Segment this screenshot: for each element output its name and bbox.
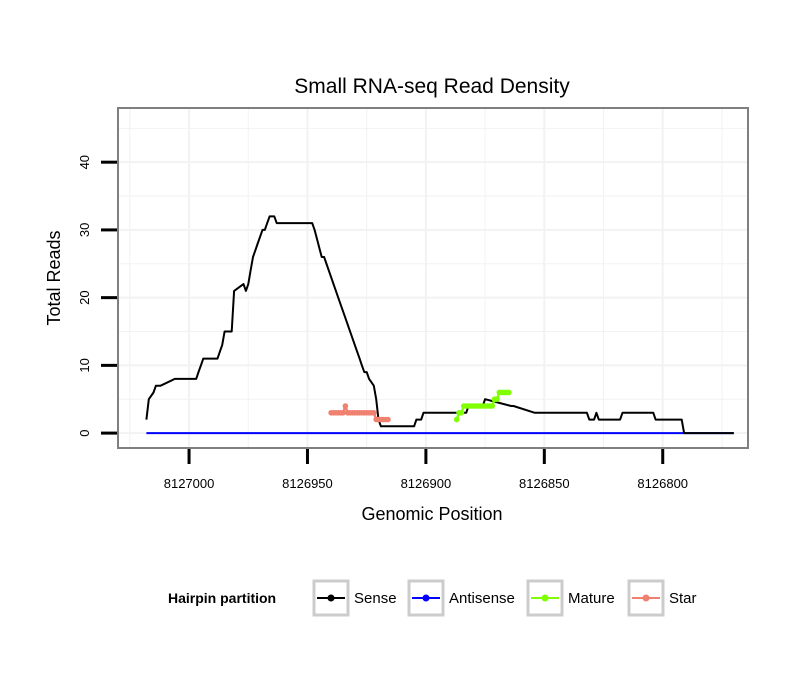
x-tick-label: 8127000 [164, 476, 215, 491]
y-tick-label: 10 [77, 358, 92, 372]
data-point-mature [494, 396, 500, 403]
y-tick-label: 30 [77, 223, 92, 237]
legend-item-antisense: Antisense [407, 579, 515, 617]
y-tick-label: 40 [77, 155, 92, 169]
series-line-sense [145, 215, 734, 435]
legend-item-mature: Mature [526, 579, 615, 617]
legend-key-marker [327, 594, 335, 602]
legend-key-marker [422, 594, 430, 602]
y-axis-label: Total Reads [44, 230, 64, 325]
data-point-star [385, 416, 391, 423]
legend-title: Hairpin partition [168, 590, 276, 606]
series-mature [453, 389, 512, 423]
x-tick-label: 8126850 [519, 476, 570, 491]
data-point-mature [489, 403, 496, 409]
data-point-star [370, 409, 377, 416]
data-point-mature [505, 389, 512, 396]
legend-label: Mature [568, 590, 615, 607]
y-tick-label: 0 [77, 429, 92, 436]
legend-item-sense: Sense [312, 579, 397, 617]
x-tick-label: 8126800 [637, 476, 688, 491]
data-point-mature [453, 416, 460, 423]
x-tick-label: 8126900 [401, 476, 452, 491]
legend-key-marker [541, 594, 549, 602]
series-sense [145, 215, 734, 435]
x-tick-label: 8126950 [282, 476, 333, 491]
legend-key-marker [642, 594, 650, 602]
x-axis-label: Genomic Position [361, 504, 502, 524]
series-star [328, 403, 391, 423]
data-point-star [340, 409, 346, 416]
data-point-mature [458, 409, 465, 416]
chart-title: Small RNA-seq Read Density [294, 75, 570, 98]
data-point-star [342, 403, 349, 409]
legend-item-star: Star [627, 579, 697, 617]
legend-label: Antisense [449, 590, 515, 607]
legend: Hairpin partition Sense Antisense Mature St… [168, 579, 697, 617]
grid-lines [118, 108, 748, 448]
plot-series [145, 215, 734, 435]
panel-border [117, 107, 749, 449]
y-tick-label: 20 [77, 290, 92, 304]
legend-label: Sense [354, 590, 397, 607]
legend-label: Star [669, 590, 697, 607]
axes: 8127000 8126950 8126900 8126850 8126800 0 10 20… [77, 155, 688, 491]
